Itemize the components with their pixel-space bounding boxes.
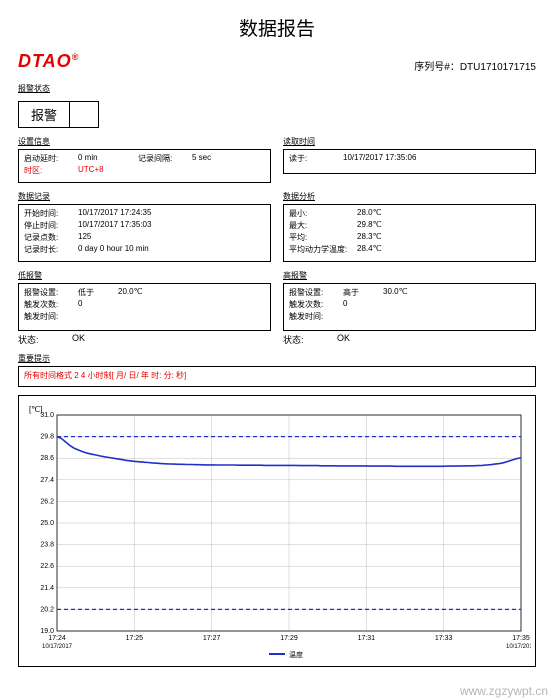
svg-text:25.0: 25.0 (40, 520, 54, 527)
watermark: www.zgzywpt.cn (460, 684, 548, 698)
page-title: 数据报告 (18, 14, 536, 41)
svg-text:29.8: 29.8 (40, 434, 54, 441)
svg-text:26.2: 26.2 (40, 498, 54, 505)
data-analysis-box: 最小:28.0℃ 最大:29.8℃ 平均:28.3℃ 平均动力学温度:28.4℃ (283, 204, 536, 262)
svg-text:21.4: 21.4 (40, 585, 54, 592)
svg-text:17:25: 17:25 (126, 635, 144, 642)
svg-text:17:29: 17:29 (280, 635, 298, 642)
svg-text:[℃]: [℃] (29, 405, 42, 414)
high-alarm-box: 报警设置:高于30.0℃ 触发次数:0 触发时间: (283, 283, 536, 331)
svg-text:19.0: 19.0 (40, 628, 54, 635)
low-alarm-box: 报警设置:低于20.0℃ 触发次数:0 触发时间: (18, 283, 271, 331)
svg-text:22.6: 22.6 (40, 563, 54, 570)
svg-text:20.2: 20.2 (40, 606, 54, 613)
svg-text:23.8: 23.8 (40, 542, 54, 549)
svg-text:10/17/2017: 10/17/2017 (506, 644, 531, 650)
read-time-box: 读于:10/17/2017 17:35:06 (283, 149, 536, 174)
tips-box: 所有时间格式 2 4 小时制[ 月/ 日/ 年 时: 分: 秒] (18, 366, 536, 387)
svg-text:17:27: 17:27 (203, 635, 221, 642)
svg-text:10/17/2017: 10/17/2017 (42, 644, 73, 650)
serial-number: 序列号#：DTU1710171715 (18, 58, 536, 73)
data-record-box: 开始时间:10/17/2017 17:24:35 停止时间:10/17/2017… (18, 204, 271, 262)
svg-text:17:35: 17:35 (512, 635, 530, 642)
alarm-box: 报警 (18, 101, 99, 128)
svg-text:17:31: 17:31 (358, 635, 376, 642)
report-page: 数据报告 DTAO® 序列号#：DTU1710171715 报警状态 报警 设置… (0, 0, 554, 677)
svg-text:17:24: 17:24 (48, 635, 66, 642)
svg-text:28.6: 28.6 (40, 455, 54, 462)
svg-text:27.4: 27.4 (40, 477, 54, 484)
alarm-status-section: 报警状态 报警 (18, 83, 536, 128)
svg-text:17:33: 17:33 (435, 635, 453, 642)
svg-text:温度: 温度 (289, 650, 303, 659)
temperature-chart: 19.0 20.2 21.4 22.6 23.8 25.0 26.2 27.4 28.6 29.8… (18, 395, 536, 667)
device-info-box: 启动延时:0 min记录间隔:5 sec 时区:UTC+8 (18, 149, 271, 183)
chart-svg: 19.0 20.2 21.4 22.6 23.8 25.0 26.2 27.4 28.6 29.8… (23, 402, 531, 662)
